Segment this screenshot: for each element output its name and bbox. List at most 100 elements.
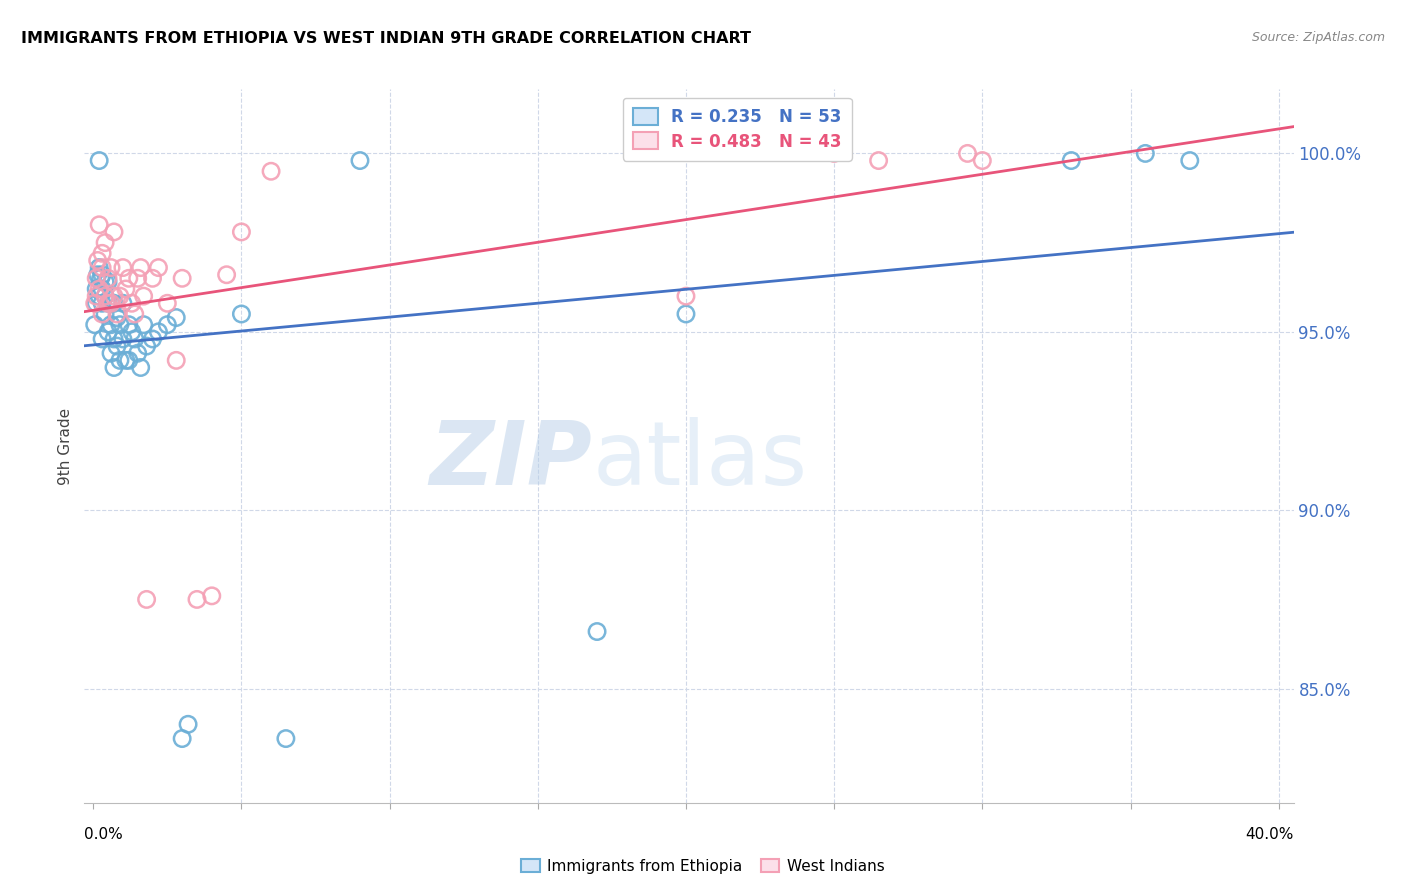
Point (124, 332, 146, 346)
Point (89, 289, 111, 303)
Point (177, 717, 200, 731)
Point (103, 225, 125, 239)
Point (97, 275, 120, 289)
Point (100, 260, 122, 275)
Point (823, 146, 845, 161)
Point (135, 592, 157, 607)
Point (127, 346, 149, 360)
Y-axis label: 9th Grade: 9th Grade (58, 408, 73, 484)
Legend: R = 0.235   N = 53, R = 0.483   N = 43: R = 0.235 N = 53, R = 0.483 N = 43 (623, 97, 852, 161)
Point (675, 307, 697, 321)
Point (201, 589, 224, 603)
Text: IMMIGRANTS FROM ETHIOPIA VS WEST INDIAN 9TH GRADE CORRELATION CHART: IMMIGRANTS FROM ETHIOPIA VS WEST INDIAN … (21, 31, 751, 46)
Point (132, 318, 155, 332)
Point (186, 592, 208, 607)
Point (97, 296, 120, 310)
Text: 40.0%: 40.0% (1246, 827, 1294, 841)
Point (121, 296, 143, 310)
Point (103, 296, 125, 310)
Point (94, 307, 117, 321)
Text: 0.0%: 0.0% (84, 827, 124, 841)
Point (165, 310, 187, 325)
Point (83, 296, 105, 310)
Point (108, 353, 131, 368)
Point (91, 296, 114, 310)
Point (349, 153, 371, 168)
Point (172, 271, 194, 285)
Point (132, 289, 155, 303)
Point (105, 339, 128, 353)
Point (84, 296, 107, 310)
Point (118, 353, 141, 368)
Point (115, 353, 138, 368)
Point (94, 289, 117, 303)
Point (675, 289, 697, 303)
Point (148, 260, 170, 275)
Point (172, 731, 194, 746)
Point (89, 282, 111, 296)
Point (90, 271, 112, 285)
Point (972, 153, 994, 168)
Point (586, 624, 609, 639)
Point (91, 332, 114, 346)
Point (97, 271, 120, 285)
Point (1135, 146, 1157, 161)
Point (156, 318, 179, 332)
Point (111, 296, 134, 310)
Point (100, 296, 122, 310)
Point (127, 271, 149, 285)
Point (84, 289, 107, 303)
Text: ZIP: ZIP (429, 417, 592, 504)
Point (91, 282, 114, 296)
Point (108, 318, 131, 332)
Point (165, 353, 187, 368)
Point (1060, 153, 1083, 168)
Point (91, 260, 114, 275)
Point (94, 235, 117, 250)
Point (956, 146, 979, 161)
Point (215, 268, 238, 282)
Point (108, 289, 131, 303)
Point (111, 332, 134, 346)
Point (100, 346, 122, 360)
Point (94, 275, 117, 289)
Point (89, 218, 111, 232)
Point (135, 339, 157, 353)
Point (868, 153, 890, 168)
Point (94, 289, 117, 303)
Point (274, 731, 297, 746)
Point (231, 307, 253, 321)
Point (124, 307, 146, 321)
Point (105, 310, 128, 325)
Point (91, 268, 114, 282)
Point (115, 282, 138, 296)
Text: Source: ZipAtlas.com: Source: ZipAtlas.com (1251, 31, 1385, 45)
Point (129, 260, 152, 275)
Point (86, 253, 108, 268)
Point (89, 260, 111, 275)
Point (231, 225, 253, 239)
Point (141, 271, 163, 285)
Point (121, 325, 143, 339)
Point (97, 325, 120, 339)
Point (1178, 153, 1201, 168)
Point (89, 153, 111, 168)
Point (105, 307, 128, 321)
Point (118, 271, 141, 285)
Point (103, 332, 125, 346)
Point (103, 360, 125, 375)
Point (86, 268, 108, 282)
Point (156, 296, 179, 310)
Point (260, 164, 283, 178)
Point (97, 296, 120, 310)
Legend: Immigrants from Ethiopia, West Indians: Immigrants from Ethiopia, West Indians (515, 853, 891, 880)
Point (141, 332, 163, 346)
Point (91, 246, 114, 260)
Point (111, 260, 134, 275)
Point (129, 360, 152, 375)
Point (118, 318, 141, 332)
Point (103, 289, 125, 303)
Text: atlas: atlas (592, 417, 807, 504)
Point (148, 325, 170, 339)
Point (100, 318, 122, 332)
